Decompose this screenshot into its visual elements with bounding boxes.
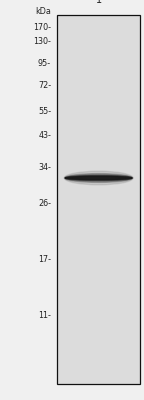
Text: 95-: 95- [38, 60, 51, 68]
Ellipse shape [65, 176, 132, 180]
Text: 34-: 34- [38, 164, 51, 172]
Text: 55-: 55- [38, 107, 51, 116]
Text: 11-: 11- [38, 312, 51, 320]
Text: 130-: 130- [33, 38, 51, 46]
Text: kDa: kDa [35, 7, 51, 16]
Text: 72-: 72- [38, 82, 51, 90]
Text: 26-: 26- [38, 200, 51, 208]
Ellipse shape [64, 171, 133, 185]
Ellipse shape [65, 175, 132, 181]
Ellipse shape [65, 174, 133, 182]
Bar [57, 15, 140, 384]
Text: 43-: 43- [38, 132, 51, 140]
Text: 1: 1 [96, 0, 102, 5]
Text: 17-: 17- [38, 256, 51, 264]
Text: 170-: 170- [33, 23, 51, 32]
